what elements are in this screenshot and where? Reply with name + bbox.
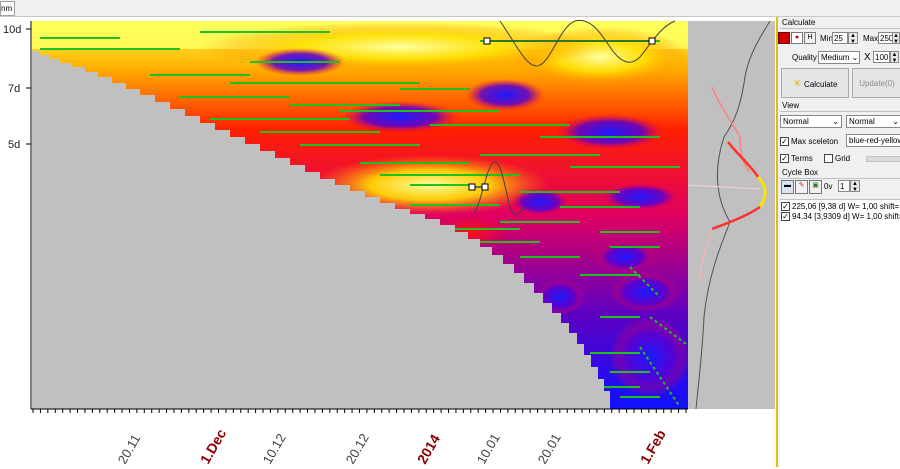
cycle-2-label: 94,34 [3,9309 d] W= 1,00 shift= — [792, 212, 900, 221]
grid-slider[interactable] — [866, 156, 900, 162]
max-label: Max — [863, 34, 879, 43]
x-tick-label: 1.Dec — [197, 426, 230, 467]
cycle-2-end-handle[interactable] — [481, 183, 489, 191]
color-scheme-select[interactable]: blue-red-yellow — [846, 134, 900, 147]
wavelet-chart: 10d 7d 5d 20.11 1.Dec 10.12 20.12 2014 10.01 2… — [3, 19, 775, 467]
x-tick-label: 2014 — [414, 431, 444, 466]
max-skeleton-lines — [40, 31, 688, 408]
x-axis-labels: 20.11 1.Dec 10.12 20.12 2014 10.01 20.01 1.Feb — [115, 426, 669, 467]
ov-label: 0v — [824, 182, 833, 191]
terms-checkbox[interactable]: ✓ — [780, 154, 789, 163]
quality-label: Quality — [792, 53, 817, 62]
x-tick-label: 1.Feb — [637, 427, 669, 467]
export-icon[interactable]: ▣ — [809, 180, 822, 194]
cycle-1-label: 225,06 [9,38 d] W= 1,00 shift= — [792, 202, 900, 211]
tab-fragment[interactable]: nm — [0, 1, 15, 16]
view-select-1[interactable]: Normal ⌄ — [780, 115, 842, 128]
update-button[interactable]: Update(0) — [852, 68, 900, 98]
x-tick-label: 10.01 — [474, 431, 503, 467]
x-tick-label: 20.01 — [535, 431, 564, 467]
cycle-1-checkbox[interactable]: ✓ — [781, 202, 790, 211]
x-axis-ticks — [32, 409, 687, 413]
x-tick-label: 20.11 — [115, 432, 144, 467]
cycle-1-end-handle[interactable] — [648, 37, 656, 45]
cycle-box-section-title: Cycle Box — [782, 168, 819, 177]
top-toolbar: nm — [0, 0, 900, 17]
x-label: X — [864, 52, 871, 63]
wavelet-chart-area: 10d 7d 5d 20.11 1.Dec 10.12 20.12 2014 10.01 2… — [0, 17, 775, 467]
terms-label: Terms — [791, 154, 813, 163]
record-icon[interactable]: ● — [791, 32, 803, 44]
cone-of-influence — [32, 51, 610, 409]
calculate-section-title: Calculate — [782, 18, 816, 27]
x-tick-label: 10.12 — [260, 431, 289, 467]
grid-checkbox[interactable] — [824, 154, 833, 163]
cycle-2-checkbox[interactable]: ✓ — [781, 212, 790, 221]
x-tick-label: 20.12 — [343, 431, 372, 467]
y-label-7d: 7d — [8, 83, 20, 95]
view-select-2[interactable]: Normal ⌄ — [846, 115, 900, 128]
y-label-5d: 5d — [8, 139, 20, 151]
ov-input[interactable]: 1 — [838, 180, 850, 192]
h-button[interactable]: H — [804, 32, 816, 44]
cycle-overlay-1[interactable] — [483, 19, 676, 67]
divider — [780, 178, 900, 179]
cycle-list: ✓ 225,06 [9,38 d] W= 1,00 shift= ✓ 94,34… — [780, 199, 900, 468]
brush-icon[interactable]: ✎ — [795, 180, 808, 194]
max-spinner[interactable]: ▲ ▼ — [892, 32, 900, 45]
line-tool-icon[interactable]: ▬ — [781, 180, 794, 194]
x-spinner[interactable]: ▲ ▼ — [890, 51, 899, 64]
view-section-title: View — [782, 101, 800, 110]
grid-label: Grid — [835, 154, 851, 163]
spectrum-panel — [688, 21, 775, 409]
scalogram-heatmap — [32, 21, 688, 409]
divider — [780, 111, 900, 112]
y-label-10d: 10d — [3, 24, 21, 36]
quality-select[interactable]: Medium ⌄ — [818, 51, 860, 64]
divider — [780, 28, 900, 29]
control-panel: Calculate ● H Min 25 ▲ ▼ Max 250 ▲ ▼ Quali… — [776, 17, 900, 468]
min-input[interactable]: 25 — [832, 32, 848, 44]
cycle-2-start-handle[interactable] — [468, 183, 476, 191]
min-spinner[interactable]: ▲ ▼ — [848, 32, 858, 45]
cycle-overlay-2[interactable] — [468, 161, 525, 215]
max-skeleton-label: Max sceleton — [791, 137, 839, 146]
cycle-1-start-handle[interactable] — [483, 37, 491, 45]
spectrum-curve — [695, 20, 771, 410]
calculate-button[interactable]: ✳ Calculate — [781, 68, 849, 98]
x-input[interactable]: 100 — [873, 51, 890, 63]
min-label: Min — [820, 34, 833, 43]
ov-spinner[interactable]: ▲ ▼ — [850, 180, 860, 193]
max-skeleton-checkbox[interactable]: ✓ — [780, 137, 789, 146]
sun-icon: ✳ — [792, 78, 802, 90]
color-red-button[interactable] — [778, 32, 790, 44]
